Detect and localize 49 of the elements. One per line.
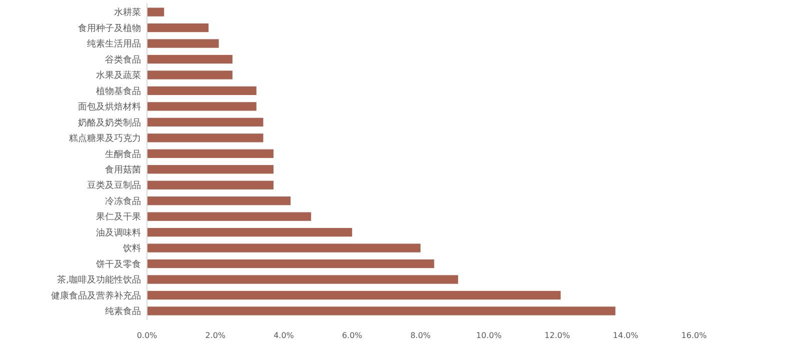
bar	[147, 290, 561, 300]
bar	[147, 86, 256, 96]
bar	[147, 134, 264, 142]
y-tick-label: 油及调味料	[96, 227, 141, 238]
x-tick-label: 4.0%	[274, 330, 294, 340]
bar	[147, 212, 312, 221]
y-tick-label: 健康食品及营养补充品	[51, 290, 141, 302]
y-tick-label: 糕点糖果及巧克力	[69, 133, 141, 144]
bar	[147, 275, 458, 284]
bar	[147, 70, 232, 80]
bar	[147, 259, 434, 268]
bar	[147, 23, 209, 32]
y-tick-label: 豆类及豆制品	[87, 180, 141, 192]
y-tick-label: 纯素食品	[105, 306, 141, 318]
y-tick-label: 面包及烘焙材料	[78, 102, 141, 113]
x-tick-label: 8.0%	[410, 330, 432, 340]
y-tick-label: 纯素生活用品	[87, 38, 141, 50]
bar	[147, 149, 274, 158]
y-tick-label: 谷类食品	[105, 54, 141, 66]
bar	[147, 8, 164, 16]
y-tick-label: 冷冻食品	[105, 196, 141, 207]
bar	[147, 228, 352, 237]
y-tick-label: 生酮食品	[105, 148, 141, 160]
y-tick-label: 食用种子及植物	[78, 22, 141, 34]
x-tick-label: 0.0%	[136, 330, 158, 340]
y-tick-label: 食用菇菌	[105, 164, 141, 176]
x-tick-label: 10.0%	[476, 330, 502, 340]
y-tick-label: 果仁及干果	[96, 212, 141, 223]
y-tick-label: 奶酪及奶类制品	[78, 117, 141, 128]
x-tick-label: 12.0%	[544, 330, 570, 340]
bar	[147, 54, 232, 64]
bar	[147, 118, 264, 126]
x-tick-label: 16.0%	[681, 330, 708, 340]
bar	[147, 306, 616, 316]
bar	[147, 196, 291, 206]
bar	[147, 102, 256, 111]
y-tick-label: 饮料	[122, 243, 141, 254]
bar	[147, 39, 219, 48]
y-tick-label: 植物基食品	[96, 86, 141, 97]
bar	[147, 244, 420, 252]
x-tick-label: 6.0%	[342, 330, 363, 340]
y-tick-label: 水耕菜	[114, 7, 141, 18]
y-tick-label: 水果及蔬菜	[96, 70, 141, 82]
x-tick-label: 14.0%	[612, 330, 639, 340]
x-tick-label: 2.0%	[205, 330, 226, 340]
y-tick-label: 茶,咖啡及功能性饮品	[57, 274, 141, 286]
y-tick-label: 饼干及零食	[95, 258, 141, 270]
bar	[147, 165, 274, 174]
bar	[147, 180, 274, 190]
